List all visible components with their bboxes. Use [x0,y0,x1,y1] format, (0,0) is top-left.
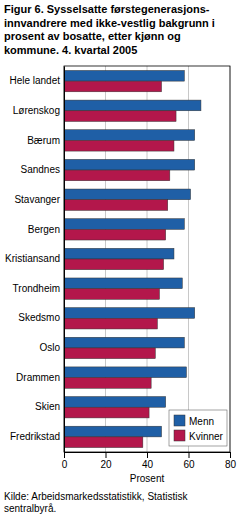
x-tick: 40 [142,452,154,470]
y-tick-label: Bergen [28,224,60,235]
legend-label: Kvinner [189,431,224,442]
title-line: Figur 6. Sysselsatte førstegenerasjons- [4,3,210,15]
legend-swatch [174,415,185,426]
y-tick-label: Drammen [16,372,60,383]
y-tick-label: Trondheim [13,283,60,294]
x-tick-label: 0 [62,459,68,470]
x-tick: 80 [225,452,237,470]
y-tick: Stavanger [14,194,64,205]
chart: Figur 6. Sysselsatte førstegenerasjons-i… [0,0,237,524]
legend-box [169,410,227,446]
source: Kilde: Arbeidsmarkedsstatistikk, Statist… [4,491,188,514]
bar [64,100,201,111]
y-tick: Fredrikstad [10,431,64,442]
y-tick-label: Lørenskog [13,105,60,116]
bar [64,170,170,181]
legend-label: Menn [189,416,214,427]
y-tick: Bergen [28,224,64,235]
y-tick: Oslo [39,342,64,353]
bar [64,308,195,319]
y-tick: Kristiansand [5,253,64,264]
bar [64,111,176,122]
bar [64,200,168,211]
bar [64,407,149,418]
y-tick: Trondheim [13,283,64,294]
x-tick-mark [230,452,231,458]
source-line: sentralbyrå. [4,503,56,514]
y-tick-label: Hele landet [9,75,60,86]
y-tick: Lørenskog [13,105,64,116]
x-tick-label: 40 [142,459,154,470]
bar [64,248,174,259]
bar [64,159,195,170]
grid-line [188,66,189,452]
bar [64,81,162,92]
y-tick-label: Skedsmo [18,312,60,323]
bar [64,189,191,200]
x-tick-label: 20 [100,459,112,470]
bar [64,367,186,378]
grid [64,66,230,452]
y-tick: Bærum [27,135,64,146]
legend-swatch [174,430,185,441]
bars [64,70,201,447]
y-tick: Drammen [16,372,64,383]
y-tick: Sandnes [21,164,64,175]
x-axis: 0 20 40 60 80 [62,452,237,470]
y-tick-label: Stavanger [14,194,60,205]
y-axis: Hele landet Lørenskog Bærum Sandnes Stavange… [5,67,65,453]
y-tick-label: Fredrikstad [10,431,60,442]
x-tick-label: 80 [225,459,237,470]
plot-frame [64,66,230,452]
bar [64,229,166,240]
y-tick: Hele landet [9,75,64,86]
title-line: innvandrere med ikke-vestlig bakgrunn i [4,17,215,29]
y-tick-label: Skien [35,401,60,412]
bar [64,70,184,81]
bar [64,259,164,270]
y-tick-label: Kristiansand [5,253,60,264]
bar [64,318,157,329]
bar [64,397,166,408]
y-tick-label: Oslo [39,342,60,353]
x-tick-label: 60 [183,459,195,470]
x-tick-mark [147,452,148,458]
source-line: Kilde: Arbeidsmarkedsstatistikk, Statist… [4,491,188,502]
bar [64,140,174,151]
bar [64,348,155,359]
legend: Menn Kvinner [169,410,227,446]
x-tick: 0 [62,452,68,470]
bar [64,426,162,437]
bar [64,289,159,300]
x-tick-mark [189,452,190,458]
bar [64,278,182,289]
bar [64,337,184,348]
y-tick: Skedsmo [18,312,64,323]
x-tick-mark [106,452,107,458]
bar [64,219,184,230]
bar [64,378,151,389]
plot: 0 20 40 60 80 Hele landet Lørenskog Bærum Sandne… [5,66,237,470]
title: Figur 6. Sysselsatte førstegenerasjons-i… [4,3,215,56]
y-tick-label: Sandnes [21,164,60,175]
source-group: Kilde: Arbeidsmarkedsstatistikk, Statist… [4,491,188,514]
bar [64,130,195,141]
y-tick-label: Bærum [27,135,60,146]
title-line: kommune. 4. kvartal 2005 [4,44,137,56]
y-tick: Skien [35,401,64,412]
x-tick: 60 [183,452,195,470]
x-tick: 20 [100,452,112,470]
bar [64,437,143,448]
x-tick-mark [64,452,65,458]
title-line: prosent av bosatte, etter kjønn og [4,30,181,42]
x-axis-title: Prosent [130,473,165,484]
